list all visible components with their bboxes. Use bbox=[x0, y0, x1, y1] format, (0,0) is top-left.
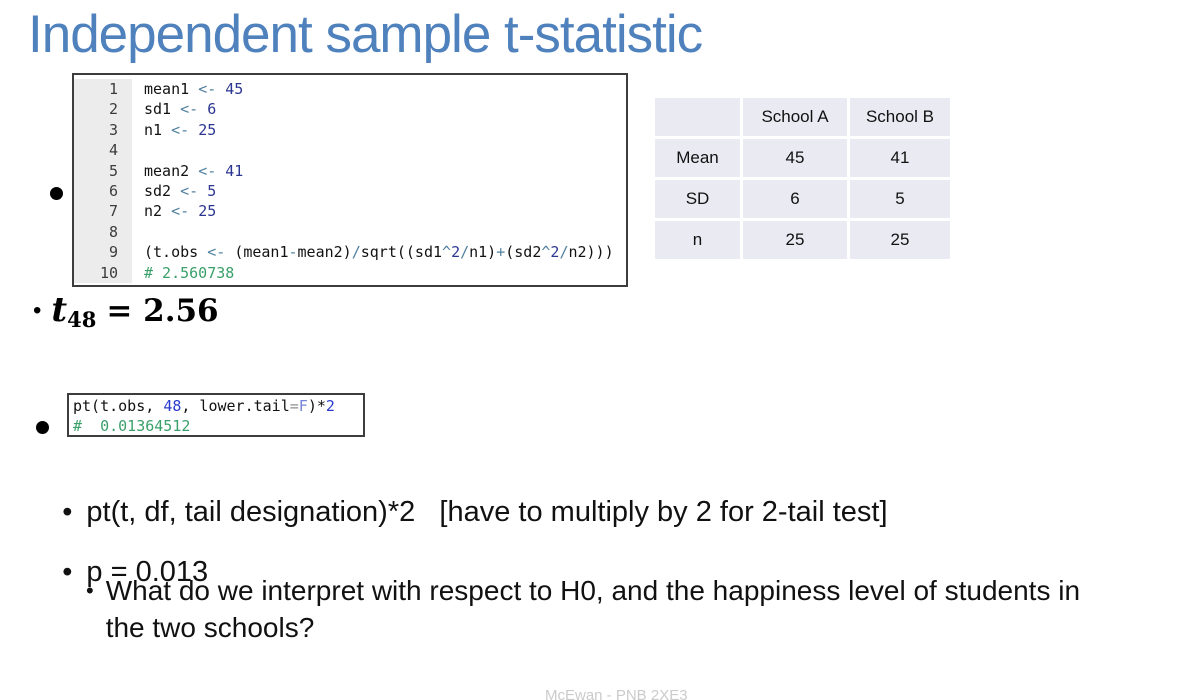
code-line-number: 1 bbox=[74, 79, 132, 100]
code-line: 6 sd2 <- 5 bbox=[74, 180, 626, 202]
code-line-number: 4 bbox=[74, 140, 132, 161]
table-cell: 5 bbox=[850, 180, 950, 218]
code-line-content: mean2 <- 41 bbox=[144, 161, 244, 180]
r-code-block: 1 mean1 <- 45 2 sd1 <- 6 3 n1 <- 25 4 5 mean2 <-… bbox=[72, 73, 628, 287]
table-header-school-b: School B bbox=[850, 98, 950, 136]
bullet-pt-syntax: • pt(t, df, tail designation)*2 [have to … bbox=[30, 463, 888, 562]
code-line: 3 n1 <- 25 bbox=[74, 119, 626, 141]
r-pvalue-code-block: pt(t.obs, 48, lower.tail=F)*2 # 0.0136451… bbox=[67, 393, 365, 437]
t-statistic-formula: • t48 = 2.56 bbox=[33, 290, 219, 332]
slide-footer: McEwan - PNB 2XE3 bbox=[545, 687, 688, 700]
question-text: What do we interpret with respect to H0,… bbox=[105, 575, 1081, 643]
table-cell: 6 bbox=[743, 180, 847, 218]
bullet-marker: • bbox=[33, 297, 42, 324]
formula-value: = 2.56 bbox=[106, 293, 219, 329]
table-cell: 41 bbox=[850, 139, 950, 177]
sub-bullet-question: • What do we interpret with respect to H… bbox=[86, 572, 1111, 646]
code-line-content: n1 <- 25 bbox=[144, 120, 217, 139]
bullet-marker: • bbox=[62, 496, 73, 528]
bullet-pt-text: pt(t, df, tail designation)*2 [have to m… bbox=[86, 496, 888, 528]
list-bullet-dot bbox=[50, 187, 63, 200]
bullet-p-text: p = 0.013 bbox=[86, 556, 209, 588]
bullet-marker: • bbox=[86, 578, 94, 603]
code-line-content: sd2 <- 5 bbox=[144, 181, 217, 200]
code-line-content: # 2.560738 bbox=[144, 263, 235, 282]
list-bullet-dot bbox=[36, 421, 49, 434]
bullet-marker: • bbox=[62, 556, 73, 588]
code-line-content bbox=[132, 222, 144, 242]
code-line-number: 8 bbox=[74, 221, 132, 243]
code-line-content: # 0.01364512 bbox=[73, 417, 191, 436]
code-line-number: 6 bbox=[74, 180, 132, 202]
code-line: 7 n2 <- 25 bbox=[74, 201, 626, 222]
code-line-number: 3 bbox=[74, 119, 132, 141]
code-line-number: 5 bbox=[74, 160, 132, 181]
table-row-label: SD bbox=[655, 180, 740, 218]
table-header-school-a: School A bbox=[743, 98, 847, 136]
code-line-content bbox=[132, 140, 144, 160]
code-line-number: 7 bbox=[74, 201, 132, 222]
code-line: 5 mean2 <- 41 bbox=[74, 160, 626, 181]
code-line: 4 bbox=[74, 140, 626, 161]
table-cell: 25 bbox=[850, 221, 950, 259]
code-line-number: 10 bbox=[74, 262, 132, 283]
code-line-content: pt(t.obs, 48, lower.tail=F)*2 bbox=[73, 397, 335, 415]
code-line-content: sd1 <- 6 bbox=[144, 100, 217, 119]
bullet-p-value: • p = 0.013 bbox=[30, 523, 208, 622]
formula-df-subscript: 48 bbox=[67, 307, 97, 332]
code-line-content: n2 <- 25 bbox=[144, 202, 217, 221]
summary-table: School A School B Mean 45 41 SD 6 5 n 25… bbox=[655, 98, 950, 259]
code-line: # 0.01364512 bbox=[69, 416, 363, 436]
code-line-content: mean1 <- 45 bbox=[144, 80, 244, 98]
formula-t: t bbox=[51, 290, 68, 330]
code-line-number: 9 bbox=[74, 242, 132, 263]
code-line: 8 bbox=[74, 221, 626, 243]
table-row-label: Mean bbox=[655, 139, 740, 177]
code-line-content: (t.obs <- (mean1-mean2)/sqrt((sd1^2/n1)+… bbox=[144, 243, 614, 262]
code-line: 9 (t.obs <- (mean1-mean2)/sqrt((sd1^2/n1)… bbox=[74, 242, 626, 263]
code-line: pt(t.obs, 48, lower.tail=F)*2 bbox=[69, 396, 363, 416]
table-corner-cell bbox=[655, 98, 740, 136]
slide-title: Independent sample t-statistic bbox=[28, 5, 703, 64]
code-line: 1 mean1 <- 45 bbox=[74, 79, 626, 100]
code-line: 10 # 2.560738 bbox=[74, 262, 626, 283]
table-cell: 25 bbox=[743, 221, 847, 259]
table-cell: 45 bbox=[743, 139, 847, 177]
table-row-label: n bbox=[655, 221, 740, 259]
code-line-number: 2 bbox=[74, 99, 132, 120]
code-line: 2 sd1 <- 6 bbox=[74, 99, 626, 120]
